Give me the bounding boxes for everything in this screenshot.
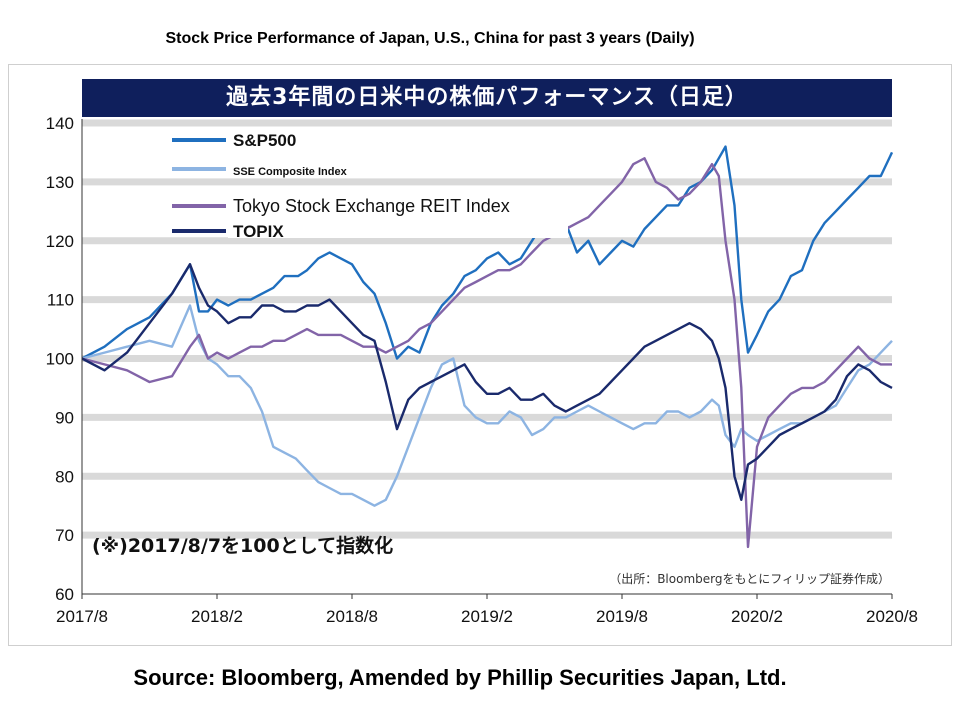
x-tick-label: 2018/2 <box>191 607 243 626</box>
x-tick-label: 2018/8 <box>326 607 378 626</box>
y-tick-label: 70 <box>55 526 74 545</box>
series-line <box>81 145 894 360</box>
index-note: (※)2017/8/7を100として指数化 <box>92 534 393 557</box>
x-tick-label: 2020/2 <box>731 607 783 626</box>
legend-background <box>228 186 568 238</box>
chart-title-banner: 過去3年間の日米中の株価パフォーマンス（日足） <box>82 79 892 117</box>
y-tick-label: 90 <box>55 408 74 427</box>
series-lines <box>81 145 894 549</box>
x-tick-label: 2020/8 <box>866 607 918 626</box>
x-tick-label: 2019/2 <box>461 607 513 626</box>
legend-label: SSE Composite Index <box>233 166 348 178</box>
legend: S&P500 SSE Composite Index Tokyo Stock Exc… <box>166 128 568 241</box>
page-title: Stock Price Performance of Japan, U.S., … <box>165 30 695 47</box>
series-line <box>81 157 892 549</box>
legend-label: TOPIX <box>233 222 284 241</box>
legend-label: S&P500 <box>233 131 296 150</box>
legend-label: Tokyo Stock Exchange REIT Index <box>233 196 510 216</box>
y-tick-label: 110 <box>47 291 74 310</box>
x-tick-label: 2017/8 <box>56 607 108 626</box>
source-caption: Source: Bloomberg, Amended by Phillip Se… <box>133 665 787 690</box>
y-tick-label: 60 <box>55 585 74 604</box>
y-tick-label: 130 <box>46 173 74 192</box>
x-tick-label: 2019/8 <box>596 607 648 626</box>
legend-background <box>166 128 396 174</box>
axes: 60 70 80 90 100 110 120 130 140 2017/8 2018/2 2018/… <box>46 114 918 626</box>
y-tick-label: 100 <box>46 350 74 369</box>
chart-frame <box>8 64 952 646</box>
series-line <box>81 263 893 501</box>
y-tick-label: 120 <box>46 232 74 251</box>
y-tick-label: 140 <box>46 114 74 133</box>
gridlines <box>82 119 892 539</box>
data-credit: （出所：Bloombergをもとにフィリップ証券作成） <box>609 571 890 586</box>
y-tick-label: 80 <box>55 467 74 486</box>
